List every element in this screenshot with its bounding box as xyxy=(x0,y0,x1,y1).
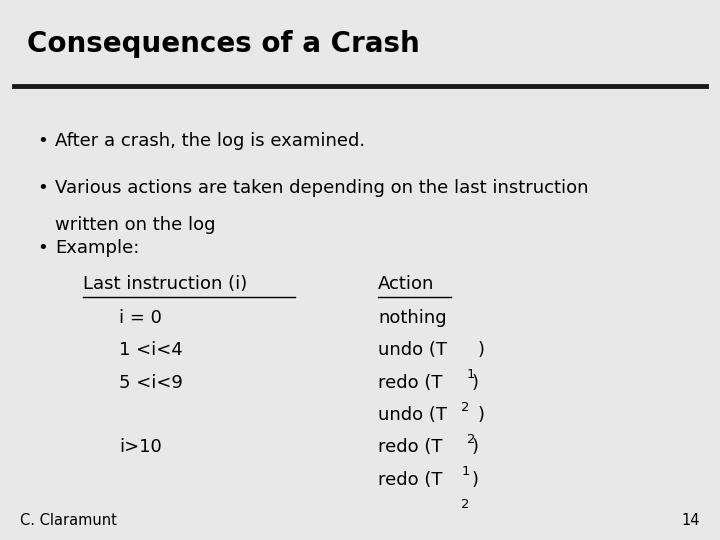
Text: redo (T: redo (T xyxy=(378,374,443,391)
Text: Consequences of a Crash: Consequences of a Crash xyxy=(27,30,420,58)
Text: 5 <i<9: 5 <i<9 xyxy=(119,374,183,391)
Text: 14: 14 xyxy=(681,513,700,528)
Text: 2: 2 xyxy=(467,433,475,446)
Text: Various actions are taken depending on the last instruction: Various actions are taken depending on t… xyxy=(55,179,589,197)
Text: ): ) xyxy=(477,406,485,424)
Text: 1: 1 xyxy=(467,368,475,381)
Text: i = 0: i = 0 xyxy=(119,309,162,327)
Text: 1 <i<4: 1 <i<4 xyxy=(119,341,183,359)
Text: •: • xyxy=(37,132,48,150)
Text: Action: Action xyxy=(378,275,434,293)
Text: •: • xyxy=(37,179,48,197)
Text: undo (T: undo (T xyxy=(378,406,447,424)
Text: •: • xyxy=(37,239,48,256)
Text: After a crash, the log is examined.: After a crash, the log is examined. xyxy=(55,132,366,150)
Text: 2: 2 xyxy=(462,498,469,511)
Text: nothing: nothing xyxy=(378,309,446,327)
Text: C. Claramunt: C. Claramunt xyxy=(20,513,117,528)
Text: ): ) xyxy=(472,438,479,456)
Text: ): ) xyxy=(472,374,479,391)
Text: Last instruction (i): Last instruction (i) xyxy=(83,275,247,293)
Text: redo (T: redo (T xyxy=(378,471,443,489)
Text: undo (T: undo (T xyxy=(378,341,447,359)
Text: 1: 1 xyxy=(462,465,469,478)
Text: redo (T: redo (T xyxy=(378,438,443,456)
Text: ): ) xyxy=(478,341,485,359)
Text: written on the log: written on the log xyxy=(55,216,216,234)
Text: i>10: i>10 xyxy=(119,438,161,456)
Text: Example:: Example: xyxy=(55,239,140,256)
Text: 2: 2 xyxy=(462,401,469,414)
Text: ): ) xyxy=(472,471,479,489)
